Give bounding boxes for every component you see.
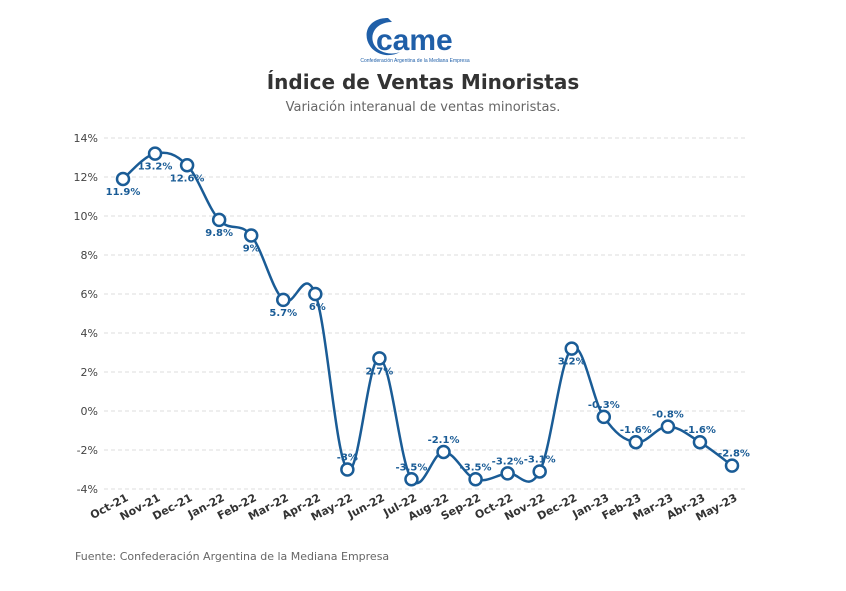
data-point <box>308 286 323 302</box>
logo-swoosh <box>366 18 400 56</box>
data-label: -0.3% <box>588 400 620 411</box>
data-label: 13.2% <box>138 162 173 173</box>
chart-title: Índice de Ventas Minoristas <box>266 70 580 94</box>
data-point <box>532 464 547 479</box>
data-point <box>276 292 291 308</box>
data-point <box>404 472 419 487</box>
y-tick-label: 10% <box>74 210 98 223</box>
y-tick-label: 0% <box>81 405 98 418</box>
y-tick-label: 6% <box>81 288 98 301</box>
data-point <box>115 171 131 187</box>
y-tick-label: 2% <box>81 366 98 379</box>
data-label: 9.8% <box>205 228 233 239</box>
data-label: 6% <box>309 302 326 313</box>
data-label: -2.8% <box>718 449 750 460</box>
y-tick-label: -4% <box>77 483 98 496</box>
data-label: -3.2% <box>492 456 524 467</box>
data-point <box>724 458 740 473</box>
data-point <box>564 341 579 356</box>
came-logo: came <box>366 18 453 57</box>
data-label: 5.7% <box>269 308 297 319</box>
data-point <box>596 409 612 425</box>
logo-text: came <box>376 24 453 57</box>
source-note: Fuente: Confederación Argentina de la Me… <box>75 550 390 563</box>
data-point <box>436 444 451 460</box>
data-point <box>211 212 227 228</box>
logo-subtitle: Confederación Argentina de la Mediana Em… <box>360 58 470 64</box>
data-point <box>468 472 483 487</box>
y-axis: 14% 12% 10% 8% 6% 4% 2% 0% -2% -4% <box>74 132 98 496</box>
y-tick-label: 8% <box>81 249 98 262</box>
data-label: -1.6% <box>684 425 716 436</box>
x-axis: Oct-21Nov-21Dec-21Jan-22Feb-22Mar-22Apr-… <box>88 491 739 524</box>
data-point <box>147 146 163 161</box>
data-label: -2.1% <box>428 435 460 446</box>
data-label: -0.8% <box>652 410 684 421</box>
data-labels: 11.9%13.2%12.6%9.8%9%5.7%6%-3%2.7%-3.5%-… <box>106 162 750 474</box>
data-point <box>500 466 515 481</box>
data-label: -3.1% <box>524 454 556 465</box>
data-label: 2.7% <box>366 366 394 377</box>
data-points <box>115 146 740 487</box>
data-point <box>660 419 676 434</box>
data-label: -3% <box>337 453 358 464</box>
data-label: 3.2% <box>558 357 586 368</box>
y-tick-label: 12% <box>74 171 98 184</box>
data-label: 9% <box>243 244 260 255</box>
data-label: -3.5% <box>460 462 492 473</box>
grid-lines <box>104 137 745 490</box>
data-label: 12.6% <box>170 173 205 184</box>
x-tick-label: Jun-22 <box>345 491 387 522</box>
data-point <box>372 351 387 366</box>
data-point <box>340 462 355 477</box>
data-point <box>692 434 708 450</box>
y-tick-label: 14% <box>74 132 98 145</box>
data-label: 11.9% <box>106 187 141 198</box>
chart-subtitle: Variación interanual de ventas minorista… <box>285 100 561 115</box>
data-point <box>628 434 644 450</box>
data-point <box>243 228 259 243</box>
y-tick-label: 4% <box>81 327 98 340</box>
data-point <box>179 158 195 173</box>
data-label: -1.6% <box>620 425 652 436</box>
y-tick-label: -2% <box>77 444 98 457</box>
data-label: -3.5% <box>396 462 428 473</box>
